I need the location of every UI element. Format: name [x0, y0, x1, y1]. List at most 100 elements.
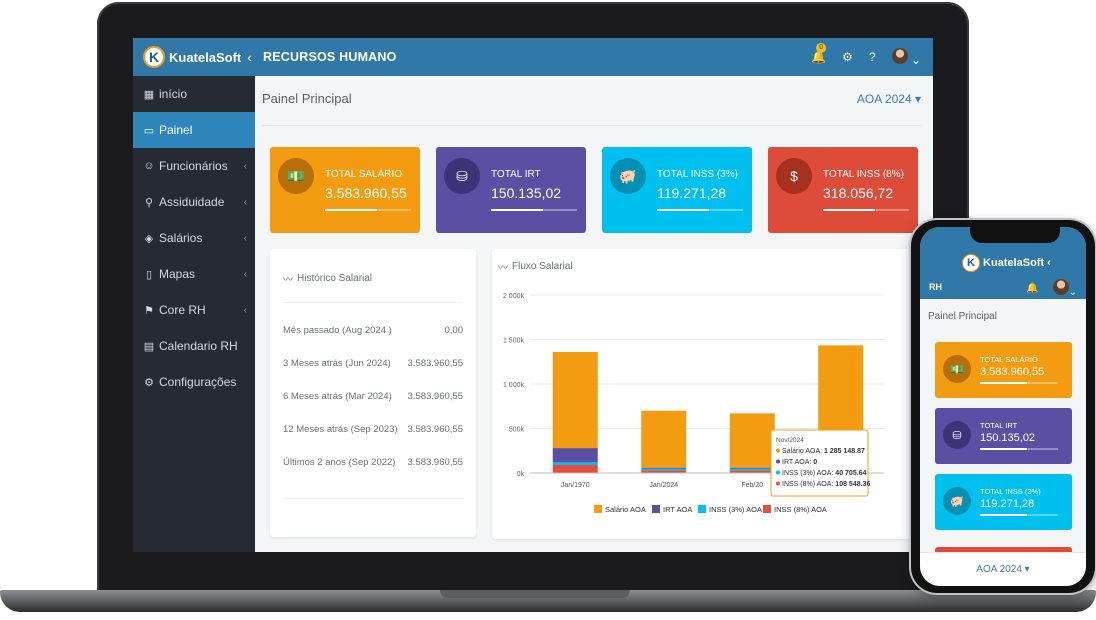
tooltip-line: Salário AOA: 1 285 148.87: [782, 448, 865, 455]
y-tick-label: 500k: [509, 427, 525, 434]
sidebar-item-4[interactable]: ◈ Salários ‹: [133, 220, 255, 256]
tooltip-line-value: 40 705.64: [835, 470, 866, 477]
tooltip-line: INSS (3%) AOA: 40 705.64: [782, 470, 867, 477]
bar-segment: [552, 448, 598, 463]
phone-brand[interactable]: K KuatelaSoft ‹: [962, 254, 1051, 272]
brand-name: KuatelaSoft: [169, 49, 242, 65]
tooltip-marker: [776, 459, 780, 464]
tooltip-line-value: 0: [813, 459, 817, 466]
sidebar-item-label: Painel: [159, 123, 193, 137]
history-row: 6 Meses atrás (Mar 2024) 3.583.960,55: [283, 391, 463, 402]
bar-segment: [729, 468, 775, 471]
card-progress: [980, 382, 1058, 384]
sidebar-item-8[interactable]: ⚙ Configurações: [133, 364, 255, 400]
chevron-left-icon[interactable]: ‹: [247, 49, 252, 65]
card-value: 3.583.960,55: [980, 366, 1045, 378]
phone-page-title: Painel Principal: [928, 311, 997, 322]
sidebar-item-7[interactable]: ▤ Calendario RH: [133, 328, 255, 364]
card-value: 119.271,28: [980, 498, 1035, 510]
bar-segment: [552, 351, 598, 449]
tooltip-line-label: IRT AOA:: [782, 459, 813, 466]
chevron-left-icon[interactable]: ‹: [1047, 257, 1051, 269]
tooltip-line-value: 1 285 148.87: [824, 448, 865, 455]
page-header: Painel Principal AOA 2024 ▾: [262, 86, 921, 126]
card-label: TOTAL INSS (8%): [823, 169, 904, 180]
avatar: [891, 47, 908, 64]
bell-icon[interactable]: 🔔 0: [811, 43, 827, 64]
module-title: RECURSOS HUMANO: [263, 50, 397, 64]
sidebar-item-1[interactable]: ▭ Painel: [133, 112, 255, 148]
sidebar-item-5[interactable]: ▯ Mapas ‹: [133, 256, 255, 292]
tooltip-line: IRT AOA: 0: [782, 459, 817, 466]
trend-line-icon: 〰: [498, 263, 508, 274]
bar-segment: [729, 413, 775, 468]
phone-notch: [970, 227, 1060, 243]
tooltip-line-label: Salário AOA:: [782, 448, 824, 455]
sidebar-item-3[interactable]: ⚲ Assiduidade ‹: [133, 184, 255, 220]
chevron-left-icon: ‹: [243, 160, 247, 172]
sidebar-item-0[interactable]: ▦ início: [133, 76, 255, 112]
year-select[interactable]: AOA 2024 ▾: [856, 91, 921, 106]
y-tick-label: 0k: [517, 471, 525, 478]
gear-icon[interactable]: ⚙: [842, 50, 853, 64]
user-menu[interactable]: ⌄: [891, 47, 921, 67]
card-label: TOTAL IRT: [491, 169, 541, 180]
bar-segment: [641, 467, 687, 469]
history-panel: 〰 Histórico Salarial Mês passado (Aug 20…: [270, 249, 476, 537]
history-row-amount: 3.583.960,55: [407, 391, 463, 402]
card-progress: [980, 448, 1058, 450]
navbar-actions: 🔔 0 ⚙ ? ⌄: [811, 43, 933, 67]
bar-segment: [641, 470, 687, 473]
bell-icon[interactable]: 🔔: [1026, 283, 1039, 294]
legend-label: IRT AOA: [663, 505, 692, 514]
y-tick-label: 2 000k: [503, 293, 525, 300]
legend-label: INSS (3%) AOA: [709, 505, 762, 514]
calendar-icon: ▤: [143, 340, 155, 353]
phone-frame: K KuatelaSoft ‹ RH 🔔 ⌄ Painel Principal …: [911, 220, 1095, 593]
phone-year-select[interactable]: AOA 2024 ▾: [920, 552, 1086, 586]
history-row-label: Mês passado (Aug 2024 ): [283, 325, 392, 336]
help-icon[interactable]: ?: [868, 50, 876, 64]
phone-brand-name: KuatelaSoft: [983, 257, 1045, 269]
laptop-base: [0, 590, 1096, 612]
history-row-label: 12 Meses atrás (Sep 2023): [283, 424, 398, 435]
history-row-amount: 0,00: [444, 325, 464, 336]
phone-summary-card: 🐖 TOTAL INSS (3%) 119.271,28: [935, 474, 1072, 530]
salary-flow-chart: 0k 500k 1 000k 1 500k 2 000k Jan/1970 Jan/2024…: [503, 293, 884, 514]
card-progress: [980, 514, 1058, 516]
bar-segment: [641, 410, 687, 468]
x-tick-label: Feb/20: [741, 482, 763, 489]
chart-tooltip: [770, 429, 869, 497]
bar-segment: [729, 467, 775, 469]
history-row-label: 3 Meses atrás (Jun 2024): [283, 358, 391, 369]
card-progress: [325, 209, 411, 211]
laptop-chin: [133, 552, 933, 574]
user-menu[interactable]: ⌄: [1052, 279, 1077, 298]
x-tick-label: Jan/2024: [649, 482, 678, 489]
card-progress: [823, 209, 909, 211]
legend-swatch: [652, 505, 660, 513]
sidebar-item-label: Core RH: [159, 303, 206, 317]
kuatelasoft-logo-icon: K: [143, 46, 165, 68]
legend-swatch: [594, 505, 602, 513]
y-tick-label: 1 500k: [503, 338, 525, 345]
chevron-left-icon: ‹: [243, 304, 247, 316]
flag-icon: ⚑: [144, 304, 154, 317]
trend-line-icon: 〰: [283, 275, 293, 286]
sidebar-item-6[interactable]: ⚑ Core RH ‹: [133, 292, 255, 328]
main-content: Painel Principal AOA 2024 ▾ 💵 TOTAL SALÁ…: [255, 76, 933, 552]
card-value: 119.271,28: [657, 185, 727, 201]
tooltip-marker: [776, 448, 780, 453]
divider: [283, 302, 463, 303]
phone-screen: K KuatelaSoft ‹ RH 🔔 ⌄ Painel Principal …: [920, 227, 1086, 586]
history-row-amount: 3.583.960,55: [407, 457, 463, 468]
history-row: 3 Meses atrás (Jun 2024) 3.583.960,55: [283, 358, 463, 369]
avatar: [1052, 279, 1069, 295]
chevron-down-icon: ⌄: [910, 52, 921, 67]
hand-money-icon: $: [776, 158, 812, 194]
top-navbar: K KuatelaSoft ‹ RECURSOS HUMANO 🔔 0 ⚙ ? ⌄: [133, 38, 933, 76]
notification-badge: 0: [816, 43, 827, 53]
sidebar-item-2[interactable]: ☺ Funcionários ‹: [133, 148, 255, 184]
brand[interactable]: K KuatelaSoft ‹: [133, 38, 255, 76]
